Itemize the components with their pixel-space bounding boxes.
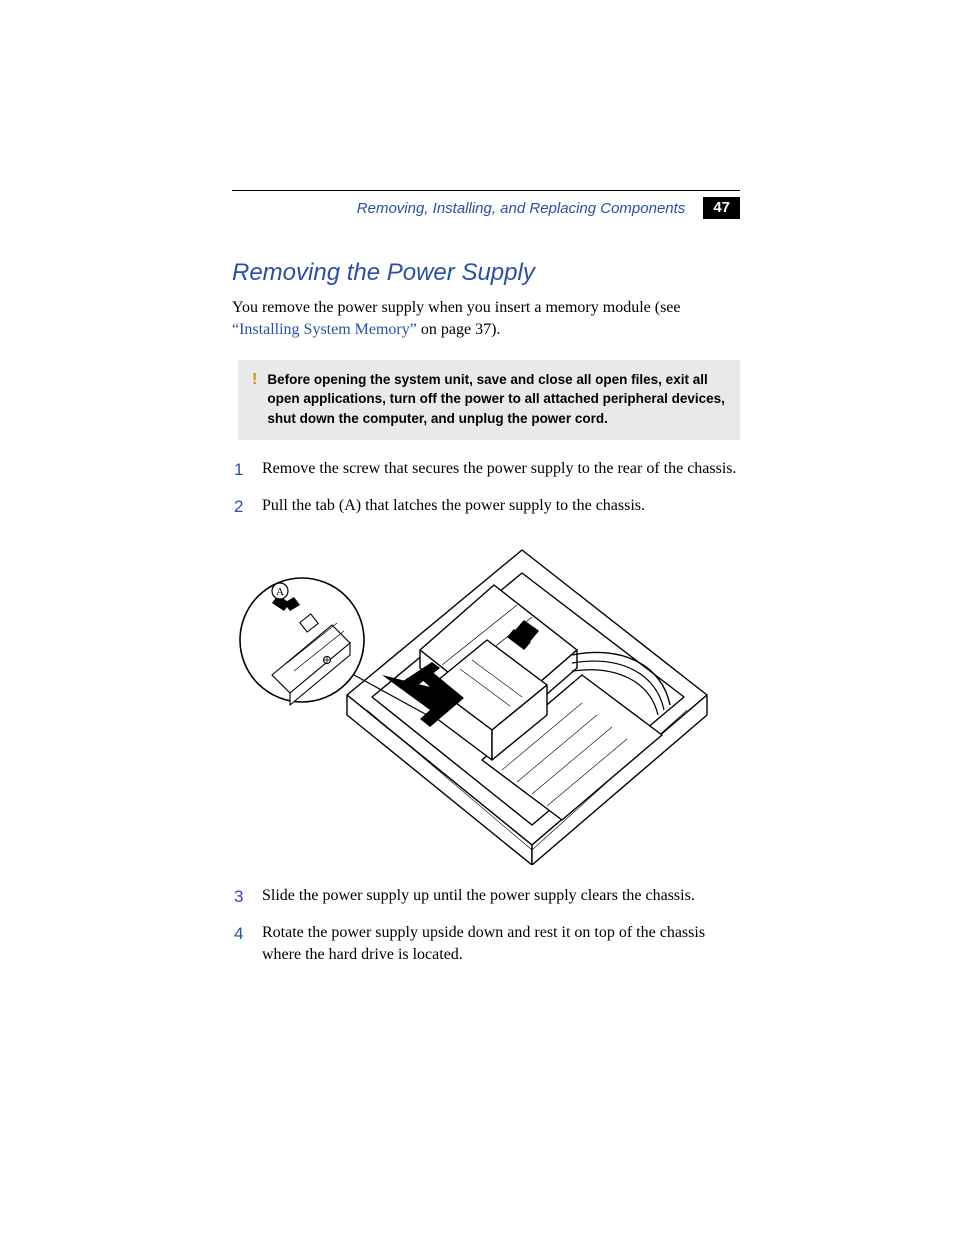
section-title: Removing the Power Supply <box>232 259 740 287</box>
figure-power-supply-removal: A <box>232 535 740 865</box>
step-item: Slide the power supply up until the powe… <box>232 885 740 907</box>
intro-paragraph: You remove the power supply when you ins… <box>232 297 740 342</box>
step-list: Remove the screw that secures the power … <box>232 458 740 517</box>
page-content: Removing, Installing, and Replacing Comp… <box>232 190 740 980</box>
step-item: Rotate the power supply upside down and … <box>232 922 740 967</box>
warning-icon: ! <box>252 370 257 429</box>
intro-text-pre: You remove the power supply when you ins… <box>232 299 681 316</box>
diagram-svg: A <box>232 535 740 865</box>
step-item: Pull the tab (A) that latches the power … <box>232 495 740 517</box>
intro-text-post: on page 37). <box>417 321 501 338</box>
warning-callout: ! Before opening the system unit, save a… <box>238 360 740 441</box>
step-text: Remove the screw that secures the power … <box>262 460 737 477</box>
header-rule <box>232 190 740 191</box>
step-item: Remove the screw that secures the power … <box>232 458 740 480</box>
step-text: Pull the tab (A) that latches the power … <box>262 497 645 514</box>
running-head: Removing, Installing, and Replacing Comp… <box>232 197 740 219</box>
page-number-box: 47 <box>703 197 740 219</box>
step-list-continued: Slide the power supply up until the powe… <box>232 885 740 966</box>
cross-reference-link[interactable]: “Installing System Memory” <box>232 321 417 338</box>
running-title: Removing, Installing, and Replacing Comp… <box>357 200 686 217</box>
warning-text: Before opening the system unit, save and… <box>267 370 726 429</box>
detail-label: A <box>276 586 284 598</box>
step-text: Slide the power supply up until the powe… <box>262 887 695 904</box>
step-text: Rotate the power supply upside down and … <box>262 924 705 963</box>
